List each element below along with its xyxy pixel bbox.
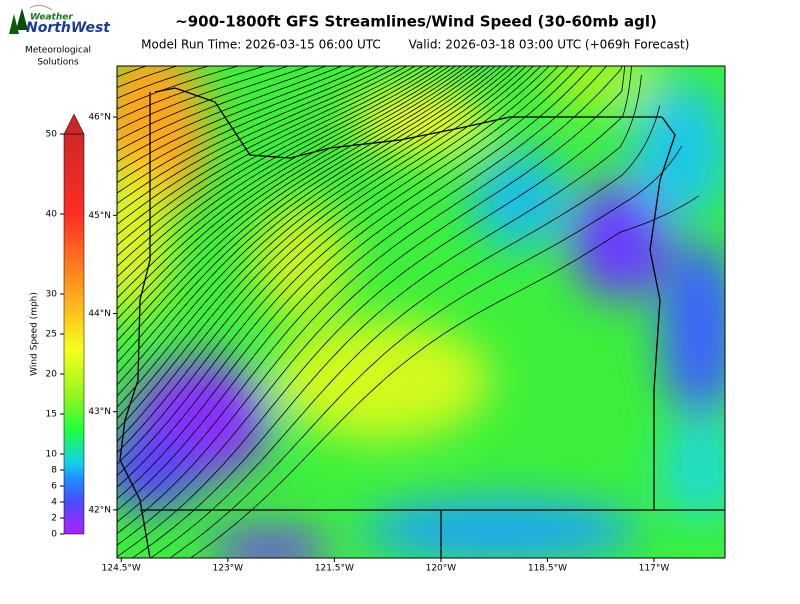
org-text: Solutions (37, 58, 79, 68)
streamline (117, 66, 496, 375)
streamline (117, 66, 626, 546)
x-tick-label: 118.5°W (528, 564, 567, 574)
x-tick-label: 123°W (213, 564, 244, 574)
streamline (100, 0, 721, 62)
colorbar-tick-label: 0 (51, 530, 57, 540)
y-tick-label: 43°N (88, 407, 111, 417)
valid-time: Valid: 2026-03-18 03:00 UTC (+069h Forec… (409, 38, 690, 52)
streamline (117, 66, 502, 386)
streamline (117, 66, 474, 331)
streamline (117, 66, 580, 500)
streamline (117, 66, 468, 321)
colorbar-tick-label: 25 (46, 330, 57, 340)
streamline (149, 105, 661, 558)
streamline (169, 145, 683, 558)
streamline (117, 66, 416, 236)
streamline (117, 66, 514, 408)
streamline (117, 66, 240, 110)
y-tick-label: 44°N (88, 309, 111, 319)
x-tick-label: 117°W (639, 564, 670, 574)
streamline (117, 66, 521, 420)
streamline (117, 66, 623, 535)
colorbar-tick-label: 8 (51, 466, 57, 476)
streamline (117, 66, 491, 364)
streamline (117, 66, 424, 246)
streamline (117, 66, 328, 152)
map (100, 0, 725, 558)
colorbar-tick-label: 6 (51, 482, 57, 492)
streamline (117, 66, 380, 194)
streamline (117, 66, 559, 477)
colorbar-tick-label: 2 (51, 514, 57, 524)
streamline (117, 66, 444, 278)
streamline (117, 66, 400, 215)
streamline (117, 66, 457, 299)
colorbar-tick-label: 10 (46, 450, 58, 460)
x-tick-label: 121.5°W (315, 564, 354, 574)
colorbar-tick-label: 40 (46, 210, 58, 220)
streamline (117, 66, 608, 523)
colorbar-tick-label: 15 (46, 410, 57, 420)
streamline (117, 66, 438, 267)
x-tick-label: 120°W (426, 564, 457, 574)
logo-text: NorthWest (26, 20, 111, 36)
streamline (117, 66, 569, 488)
streamline (189, 195, 700, 558)
colorbar-extend (63, 113, 85, 135)
streamline (117, 66, 485, 353)
colorbar-tick-label: 30 (46, 290, 58, 300)
colorbar-label: Wind Speed (mph) (30, 292, 40, 376)
streamline (117, 66, 369, 184)
logo: Weather NorthWest (9, 4, 111, 36)
streamline (117, 66, 534, 442)
y-tick-label: 46°N (88, 113, 111, 123)
y-tick-label: 45°N (88, 211, 111, 221)
streamline (117, 66, 266, 120)
streamline (117, 66, 119, 67)
streamline (117, 66, 550, 465)
streamline (131, 74, 642, 558)
x-tick-label: 124.5°W (102, 564, 141, 574)
run-time: Model Run Time: 2026-03-15 06:00 UTC (141, 38, 381, 52)
streamline (117, 66, 542, 454)
streamline (117, 66, 408, 226)
streamline (117, 66, 310, 142)
streamline (117, 66, 451, 289)
streamline (117, 66, 431, 257)
colorbar-tick-label: 50 (46, 130, 58, 140)
streamline (117, 66, 390, 205)
y-tick-label: 42°N (88, 505, 111, 515)
streamline (117, 66, 290, 131)
streamline (117, 66, 508, 397)
title: ~900-1800ft GFS Streamlines/Wind Speed (… (175, 13, 657, 31)
org-text: Meteorological (25, 46, 91, 56)
streamline (117, 66, 357, 173)
colorbar-tick-label: 20 (46, 370, 58, 380)
streamline (117, 66, 480, 342)
streamline (117, 66, 593, 511)
colorbar (63, 133, 85, 535)
logo-text: Weather (30, 13, 73, 23)
borders (119, 87, 725, 558)
map-frame (116, 65, 726, 559)
streamline (117, 66, 343, 163)
streamline (117, 66, 527, 431)
streamline (117, 66, 463, 310)
colorbar-tick-label: 4 (51, 498, 57, 508)
streamline (117, 66, 632, 558)
